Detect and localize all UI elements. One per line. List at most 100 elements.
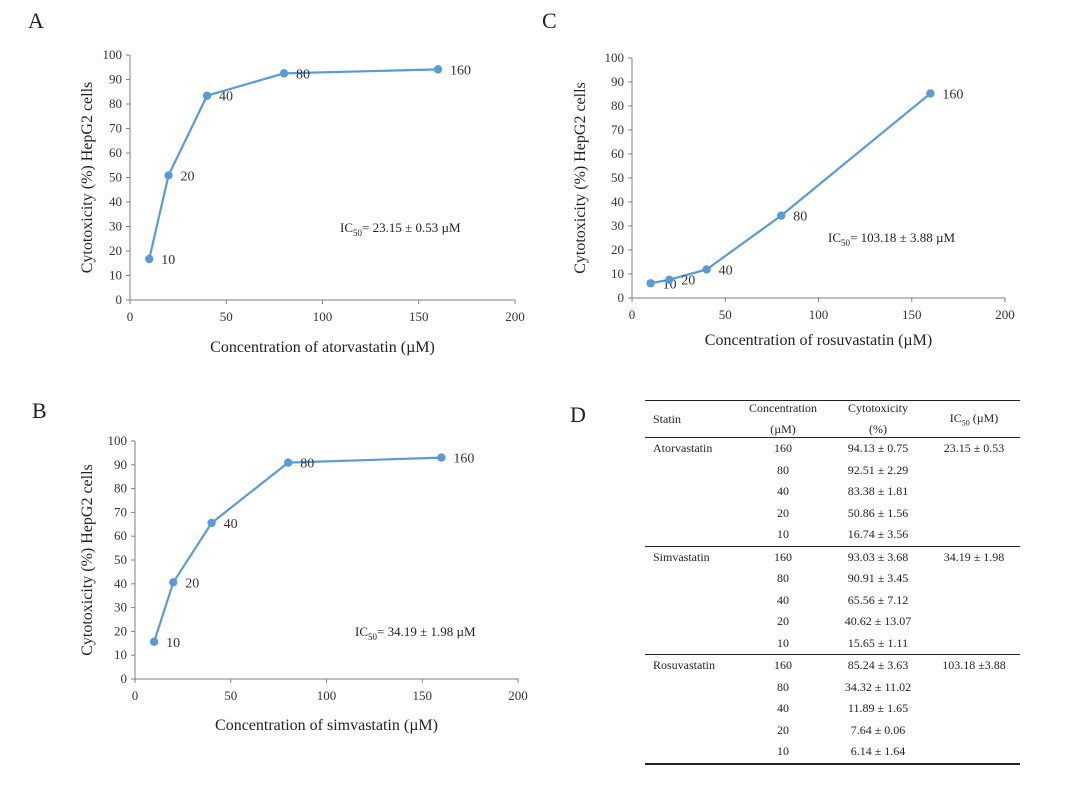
header-ic50-suffix: (µM) [969,410,999,425]
chart-c-point [665,275,674,284]
chart-a-point [145,254,154,264]
header-cytotoxicity-line2: (%) [869,422,887,436]
chart-c-y-tick-label: 100 [605,50,625,65]
chart-b-ic50-sub: 50 [368,632,378,642]
chart-c-y-tick-label: 70 [611,122,624,137]
header-cytotoxicity-line1: Cytotoxicity [848,401,908,415]
cell-ic50 [928,741,1020,765]
cell-concentration: 160 [738,545,828,568]
chart-b-point-label: 160 [453,452,474,467]
table-row: 80 92.51 ± 2.29 [645,460,1020,482]
table-row: 10 16.74 ± 3.56 [645,524,1020,546]
chart-c-y-tick-label: 80 [611,98,624,113]
chart-c: 0 10 20 30 40 50 60 70 80 90 100 0 50 100 150 200 Concen… [572,50,1015,349]
table-row: 40 11.89 ± 1.65 [645,698,1020,720]
cell-statin [645,611,738,633]
table-row: 80 90.91 ± 3.45 [645,568,1020,590]
chart-c-y-tick-label: 30 [611,218,624,233]
chart-c-point [926,89,935,98]
table-row: 20 50.86 ± 1.56 [645,503,1020,525]
cell-concentration: 10 [738,741,828,765]
chart-a-x-tick-label: 200 [505,309,525,324]
cell-ic50 [928,568,1020,590]
chart-c-y-tick-label: 50 [611,170,624,185]
cell-concentration: 10 [777,527,789,542]
cell-cytotoxicity: 92.51 ± 2.29 [847,462,909,477]
cell-cytotoxicity: 50.86 ± 1.56 [847,505,909,520]
cell-cytotoxicity: 65.56 ± 7.12 [847,592,909,607]
cell-ic50 [928,590,1020,612]
chart-c-x-tick-label: 50 [719,307,732,322]
chart-c-point [646,279,655,288]
chart-c-point-label: 20 [681,274,695,289]
table-row: 20 7.64 ± 0.06 [645,720,1020,742]
chart-b-y-tick-label: 100 [108,433,128,448]
cell-ic50 [928,633,1020,655]
chart-b-ic50-value: = 34.19 ± 1.98 µM [377,624,476,639]
cell-statin: Simvastatin [645,545,738,568]
chart-b-x-tick-label: 150 [413,688,433,703]
table-row: Rosuvastatin 160 85.24 ± 3.63 103.18 ±3.88 [645,654,1020,677]
cell-ic50 [928,503,1020,525]
chart-a-x-tick-label: 100 [313,309,333,324]
chart-a-point [164,171,173,180]
panel-label-b: B [32,398,47,423]
chart-a-point [433,65,443,74]
chart-c-x-tick-label: 0 [629,307,636,322]
header-cytotoxicity: Cytotoxicity (%) [828,400,928,438]
chart-b-x-label: Concentration of simvastatin (µM) [215,717,438,734]
chart-c-ic50-annotation: IC50= 103.18 ± 3.88 µM [828,230,955,248]
chart-a-point [202,91,212,100]
cell-cytotoxicity: 90.91 ± 3.45 [847,571,909,586]
chart-c-point [777,211,786,220]
cell-statin [645,741,738,765]
cell-ic50: 23.15 ± 0.53 [943,441,1005,456]
chart-a-point-label: 160 [450,63,471,78]
chart-b-y-tick-label: 20 [114,623,127,638]
chart-a-y-tick-label: 10 [109,268,122,283]
cell-statin [645,481,738,503]
chart-b-y-tick-label: 60 [114,528,127,543]
cell-statin: Rosuvastatin [645,654,738,677]
chart-a-y-tick-label: 30 [109,219,122,234]
chart-a-y-label: Cytotoxicity (%) HepG2 cells [79,82,96,274]
chart-a-y-tick-label: 40 [109,194,122,209]
header-concentration-line2: (µM) [770,422,796,436]
chart-b-y-tick-label: 50 [114,552,127,567]
cell-ic50 [928,698,1020,720]
table-row: Atorvastatin 160 94.13 ± 0.75 23.15 ± 0.53 [645,438,1020,460]
cell-concentration: 20 [777,614,789,629]
chart-a-ic50-annotation: IC50= 23.15 ± 0.53 µM [340,220,461,238]
cell-ic50 [928,460,1020,482]
cell-cytotoxicity: 40.62 ± 13.07 [844,614,912,629]
cell-concentration: 40 [777,484,789,499]
chart-b-y-label: Cytotoxicity (%) HepG2 cells [79,464,96,656]
cell-statin [645,524,738,546]
cell-cytotoxicity: 83.38 ± 1.81 [847,484,909,499]
cell-cytotoxicity: 7.64 ± 0.06 [850,722,906,737]
cell-cytotoxicity: 15.65 ± 1.11 [847,635,909,650]
cell-statin [645,698,738,720]
panel-label-d: D [570,402,586,427]
chart-c-y-tick-label: 10 [611,266,624,281]
chart-a-y-tick-label: 20 [109,243,122,258]
chart-c-point-label: 80 [793,210,807,225]
chart-c-y-tick-label: 20 [611,242,624,257]
cell-cytotoxicity: 11.89 ± 1.65 [847,701,909,716]
chart-b-y-tick-label: 0 [121,671,128,686]
cell-statin [645,590,738,612]
table-row: 40 83.38 ± 1.81 [645,481,1020,503]
table-row: 80 34.32 ± 11.02 [645,677,1020,699]
panel-label-a: A [28,8,44,33]
cell-statin: Atorvastatin [653,441,713,456]
chart-b-x-tick-label: 200 [508,688,528,703]
chart-a-x-tick-label: 50 [220,309,233,324]
chart-c-x-tick-label: 150 [902,307,922,322]
cell-concentration: 80 [777,679,789,694]
chart-a-point-label: 40 [219,90,233,105]
chart-b-point [284,458,293,467]
chart-a-y-tick-label: 70 [109,121,122,136]
header-concentration: Concentration (µM) [738,400,828,438]
cell-statin [645,677,738,699]
chart-b-y-tick-label: 90 [114,457,127,472]
